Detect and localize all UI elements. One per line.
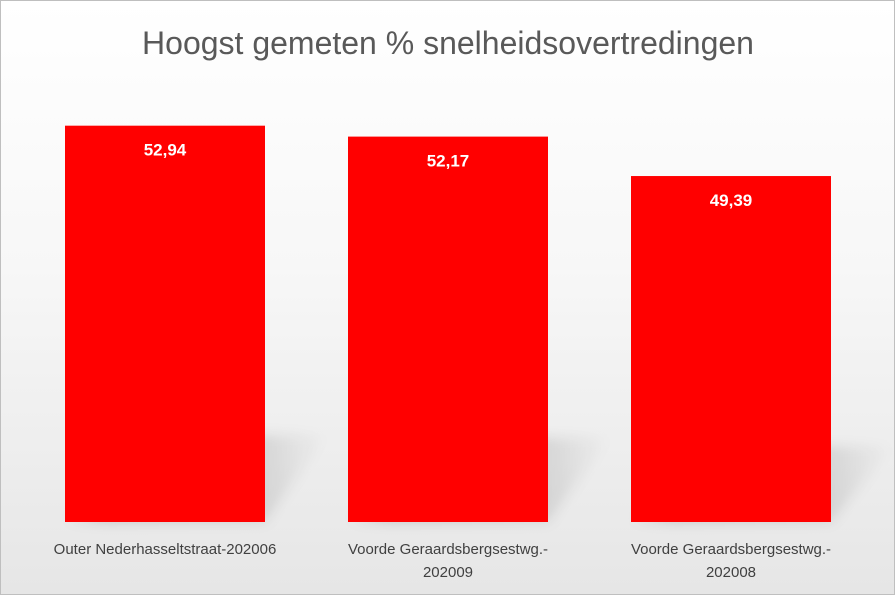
category-labels: Outer Nederhasseltstraat-202006 Voorde Ge…	[54, 541, 831, 581]
bar	[348, 136, 548, 522]
category-label: 202008	[706, 564, 756, 581]
category-label: 202009	[423, 564, 473, 581]
data-label: 52,17	[427, 152, 470, 171]
category-label: Voorde Geraardsbergsestwg.-	[348, 541, 548, 558]
category-label: Voorde Geraardsbergsestwg.-	[631, 541, 831, 558]
value-labels: 52,94 52,17 49,39	[144, 141, 753, 210]
bar	[65, 125, 265, 522]
category-label: Outer Nederhasseltstraat-202006	[54, 541, 277, 558]
chart-title: Hoogst gemeten % snelheidsovertredingen	[142, 25, 754, 61]
data-label: 49,39	[710, 191, 753, 210]
bar	[631, 176, 831, 522]
bars	[65, 125, 831, 522]
data-label: 52,94	[144, 141, 187, 160]
